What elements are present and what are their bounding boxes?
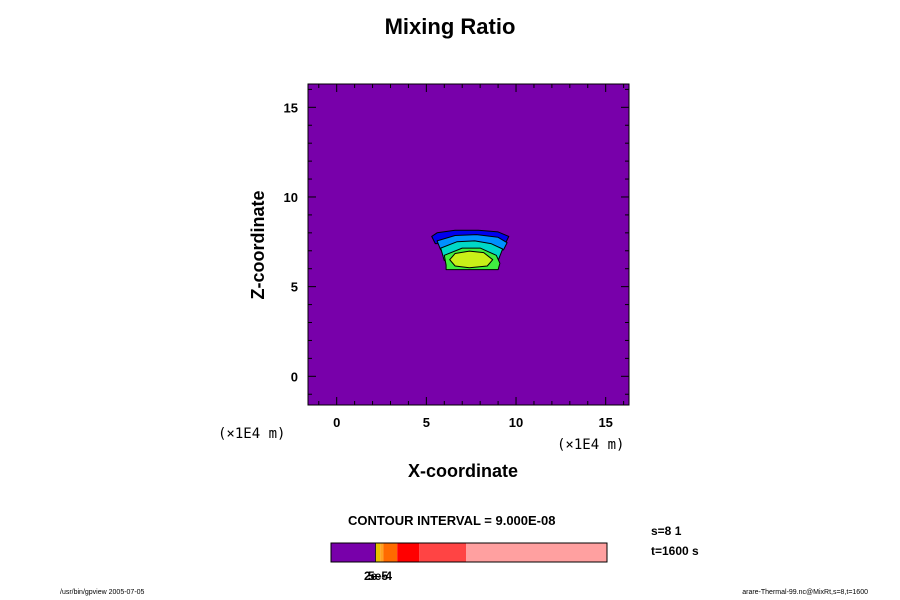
colorbar-segment-1 (331, 543, 376, 562)
y-tick-label: 10 (284, 190, 298, 205)
colorbar-frame (330, 542, 608, 563)
footer-source: arare-Thermal-99.nc@MixRt,s=8,t=1600 (742, 589, 868, 596)
colorbar-segment-6 (397, 543, 420, 562)
footer-command: /usr/bin/gpview 2005-07-05 (60, 589, 145, 596)
y-tick-label: 15 (284, 100, 298, 115)
colorbar: 2e-55e-4 (330, 542, 608, 583)
colorbar-segment-3 (375, 543, 381, 562)
plot-frame (307, 83, 630, 406)
x-axis-label: X-coordinate (408, 461, 519, 481)
colorbar-segment-5 (383, 543, 398, 562)
slice-info: s=8 1 t=1600 s (651, 521, 699, 561)
slice-index: s=8 1 (651, 524, 682, 538)
x-tick-label: 10 (509, 415, 523, 430)
y-tick-label: 5 (291, 280, 298, 295)
z-axis-label: Z-coordinate (248, 190, 268, 300)
contour-interval-label: CONTOUR INTERVAL = 9.000E-08 (348, 513, 556, 528)
contour-level-5 (449, 250, 494, 269)
chart-title: Mixing Ratio (384, 14, 516, 39)
x-tick-label: 5 (423, 415, 430, 430)
x-tick-label: 15 (598, 415, 612, 430)
y-tick-label: 0 (291, 369, 298, 384)
colorbar-tick-label: 5e-4 (368, 569, 392, 583)
colorbar-segment-2 (375, 543, 376, 562)
axis-ticks: 0 5 10 15 0 5 10 15 (284, 84, 629, 430)
colorbar-tick-label: 2e-5 (364, 569, 388, 583)
x-tick-label: 0 (333, 415, 340, 430)
colorbar-segment-7 (419, 543, 467, 562)
colorbar-segment-4 (380, 543, 384, 562)
x-axis-unit: (×1E4 m) (557, 437, 625, 453)
z-axis-unit: (×1E4 m) (218, 426, 286, 442)
colorbar-segment-8 (466, 543, 607, 562)
time-value: t=1600 s (651, 544, 699, 558)
contour-layers (431, 229, 510, 271)
